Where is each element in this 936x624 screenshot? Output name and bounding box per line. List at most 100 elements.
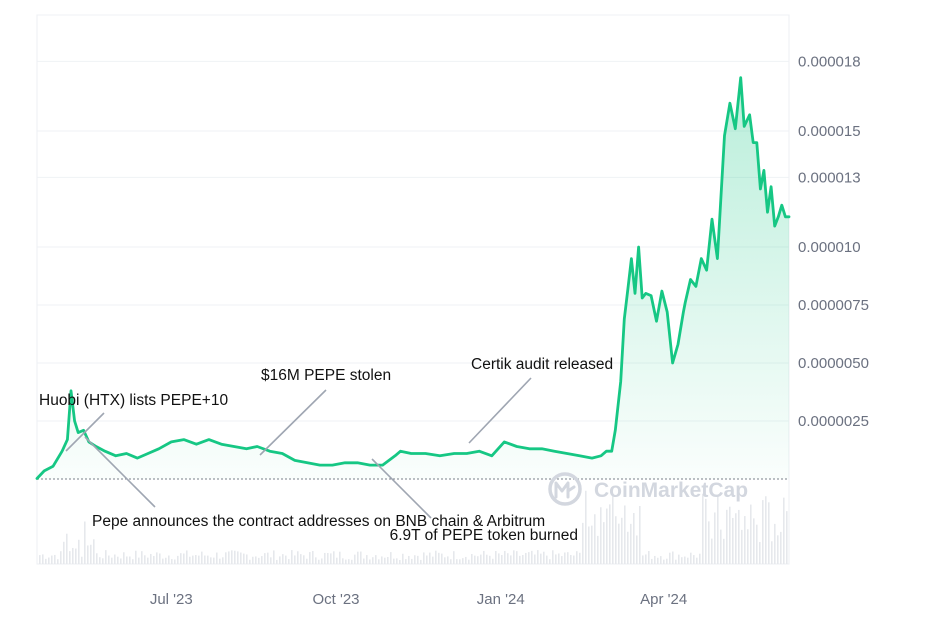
volume-bar — [441, 553, 443, 564]
volume-bar — [300, 554, 302, 564]
volume-bar — [702, 493, 704, 564]
volume-bar — [186, 550, 188, 564]
volume-bar — [183, 553, 185, 564]
volume-bar — [96, 553, 98, 564]
volume-bar — [150, 553, 152, 564]
volume-bar — [771, 541, 773, 564]
volume-bar — [735, 513, 737, 564]
volume-bar — [705, 498, 707, 564]
volume-bar — [579, 552, 581, 564]
volume-bar — [273, 550, 275, 564]
annotation-pointer — [468, 377, 532, 444]
volume-bar — [711, 538, 713, 564]
volume-bar — [174, 559, 176, 564]
volume-bar — [231, 550, 233, 564]
volume-bar — [93, 539, 95, 564]
volume-bar — [513, 550, 515, 564]
volume-bar — [564, 552, 566, 564]
annotation-label: Huobi (HTX) lists PEPE+10 — [39, 392, 228, 409]
volume-bar — [240, 552, 242, 564]
volume-bar — [51, 555, 53, 564]
volume-bar — [444, 557, 446, 564]
volume-bar — [459, 559, 461, 564]
volume-bar — [477, 556, 479, 564]
volume-bar — [468, 559, 470, 564]
volume-bar — [165, 557, 167, 564]
volume-bar — [777, 535, 779, 564]
volume-bar — [615, 516, 617, 564]
volume-bar — [558, 553, 560, 564]
volume-bar — [618, 523, 620, 564]
volume-bar — [159, 553, 161, 564]
volume-bar — [327, 553, 329, 564]
volume-bar — [345, 559, 347, 564]
volume-bar — [621, 517, 623, 564]
volume-bar — [390, 552, 392, 564]
volume-bar — [396, 558, 398, 564]
volume-bar — [276, 559, 278, 564]
volume-bar — [672, 551, 674, 564]
volume-bar — [540, 553, 542, 564]
volume-bar — [39, 555, 41, 564]
volume-bar — [549, 559, 551, 564]
y-tick-label: 0.000010 — [798, 239, 861, 256]
volume-bar — [342, 558, 344, 564]
volume-bar — [603, 522, 605, 564]
volume-bar — [759, 542, 761, 564]
volume-bar — [498, 553, 500, 564]
volume-bar — [480, 554, 482, 564]
volume-bar — [669, 552, 671, 564]
volume-bar — [195, 555, 197, 564]
volume-bar — [783, 497, 785, 564]
watermark-text: CoinMarketCap — [594, 479, 748, 502]
volume-bar — [417, 555, 419, 564]
volume-bars — [39, 490, 788, 564]
volume-bar — [138, 557, 140, 564]
volume-bar — [594, 514, 596, 564]
volume-bar — [228, 551, 230, 564]
volume-bar — [306, 558, 308, 564]
volume-bar — [303, 555, 305, 564]
volume-bar — [324, 552, 326, 564]
volume-bar — [639, 506, 641, 564]
volume-bar — [126, 556, 128, 564]
volume-bar — [429, 552, 431, 564]
volume-bar — [432, 556, 434, 564]
volume-bar — [78, 539, 80, 564]
volume-bar — [609, 504, 611, 564]
volume-bar — [537, 550, 539, 564]
volume-bar — [75, 548, 77, 564]
volume-bar — [582, 522, 584, 564]
volume-bar — [294, 555, 296, 564]
volume-bar — [297, 551, 299, 564]
volume-bar — [168, 555, 170, 564]
volume-bar — [666, 558, 668, 564]
volume-bar — [744, 516, 746, 564]
volume-bar — [765, 496, 767, 564]
volume-bar — [570, 554, 572, 564]
volume-bar — [405, 559, 407, 564]
volume-bar — [135, 550, 137, 564]
volume-bar — [708, 521, 710, 564]
annotation-label: $16M PEPE stolen — [261, 367, 391, 384]
volume-bar — [714, 512, 716, 564]
volume-bar — [237, 551, 239, 564]
volume-bar — [414, 555, 416, 564]
volume-bar — [120, 558, 122, 564]
volume-bar — [501, 555, 503, 564]
volume-bar — [447, 556, 449, 564]
volume-bar — [597, 535, 599, 564]
volume-bar — [630, 523, 632, 564]
volume-bar — [438, 552, 440, 564]
volume-bar — [648, 550, 650, 564]
volume-bar — [330, 553, 332, 564]
volume-bar — [210, 557, 212, 564]
volume-bar — [693, 555, 695, 564]
volume-bar — [786, 511, 788, 564]
volume-bar — [216, 552, 218, 564]
volume-bar — [252, 556, 254, 564]
volume-bar — [279, 556, 281, 564]
volume-bar — [531, 550, 533, 564]
volume-bar — [267, 552, 269, 564]
volume-bar — [546, 555, 548, 564]
